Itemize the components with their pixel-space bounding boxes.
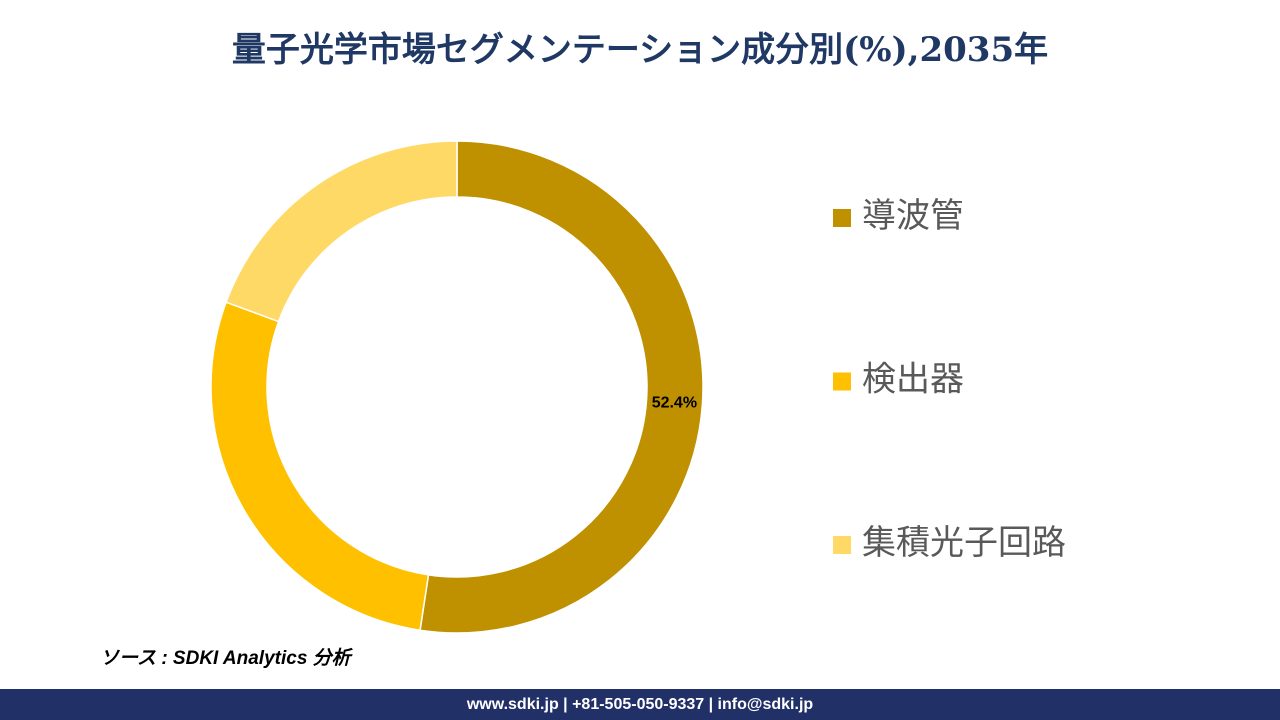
footer-bar bbox=[0, 689, 1280, 720]
legend-swatch bbox=[833, 372, 851, 391]
pie-segment bbox=[419, 140, 704, 634]
legend-label: 導波管 bbox=[862, 197, 964, 235]
source-note: ソース : SDKI Analytics 分析 bbox=[100, 647, 354, 669]
chart-title: 量子光学市場セグメンテーション成分別(%),2035年 bbox=[232, 30, 1048, 70]
legend-swatch bbox=[833, 209, 851, 227]
data-label: 52.4% bbox=[652, 395, 697, 412]
legend-label: 集積光子回路 bbox=[862, 524, 1066, 562]
footer-text: www.sdki.jp | +81-505-050-9337 | info@sd… bbox=[466, 696, 814, 713]
legend-label: 検出器 bbox=[862, 360, 964, 398]
legend-swatch bbox=[833, 536, 851, 554]
pie-segment bbox=[225, 140, 458, 323]
pie-segment bbox=[210, 301, 430, 632]
